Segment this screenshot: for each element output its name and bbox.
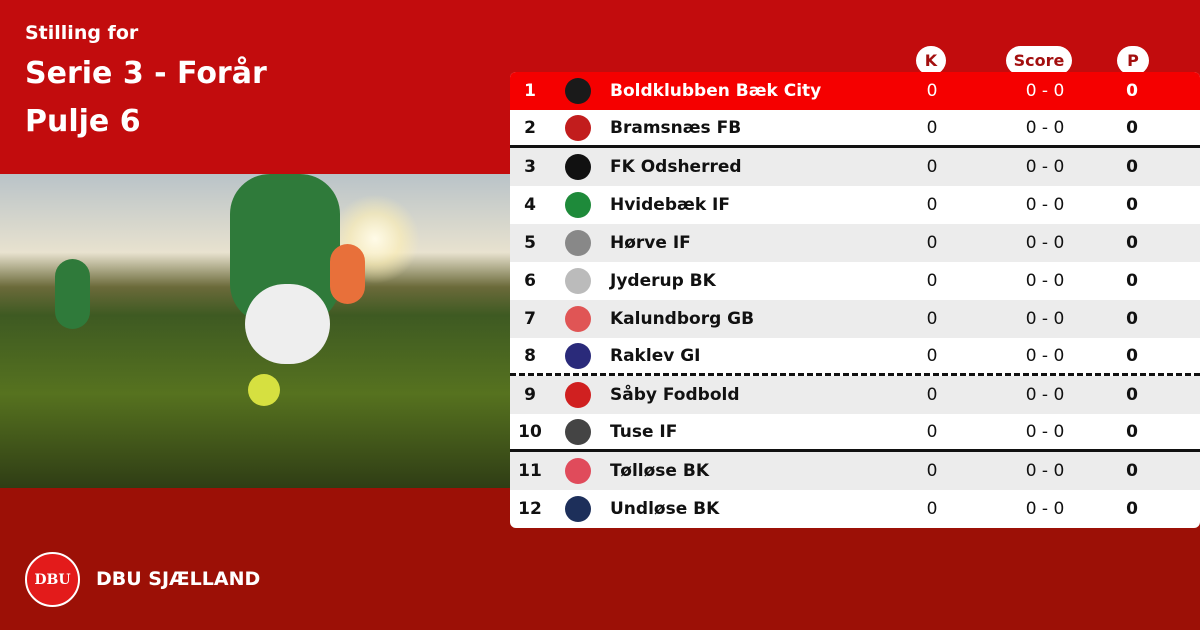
score: 0 - 0 xyxy=(1025,233,1065,253)
column-header-p: P xyxy=(1117,46,1149,75)
table-row[interactable]: 10 Tuse IF 0 0 - 0 0 xyxy=(510,414,1200,452)
team-name[interactable]: Hørve IF xyxy=(610,233,691,253)
points: 0 xyxy=(1126,271,1138,291)
team-name[interactable]: Undløse BK xyxy=(610,499,720,519)
table-row[interactable]: 12 Undløse BK 0 0 - 0 0 xyxy=(510,490,1200,528)
points: 0 xyxy=(1126,499,1138,519)
team-name[interactable]: Kalundborg GB xyxy=(610,309,755,329)
matches-played: 0 xyxy=(926,157,938,177)
football xyxy=(248,374,280,406)
matches-played: 0 xyxy=(926,81,938,101)
score: 0 - 0 xyxy=(1025,157,1065,177)
team-name[interactable]: FK Odsherred xyxy=(610,157,742,177)
table-row[interactable]: 3 FK Odsherred 0 0 - 0 0 xyxy=(510,148,1200,186)
matches-played: 0 xyxy=(926,195,938,215)
position: 1 xyxy=(524,81,536,101)
score: 0 - 0 xyxy=(1025,309,1065,329)
table-row[interactable]: 8 Raklev GI 0 0 - 0 0 xyxy=(510,338,1200,376)
dbu-logo-text: DBU xyxy=(34,571,71,588)
points: 0 xyxy=(1126,195,1138,215)
position: 7 xyxy=(524,309,536,329)
team-name[interactable]: Raklev GI xyxy=(610,345,701,366)
team-logo-icon xyxy=(565,192,591,218)
column-header-k: K xyxy=(916,46,946,75)
matches-played: 0 xyxy=(926,345,938,366)
pool-title: Pulje 6 xyxy=(25,104,141,139)
team-logo-icon xyxy=(565,230,591,256)
matches-played: 0 xyxy=(926,117,938,138)
position: 9 xyxy=(524,385,536,405)
position: 8 xyxy=(524,345,536,366)
points: 0 xyxy=(1126,309,1138,329)
dbu-logo: DBU xyxy=(25,552,80,607)
score: 0 - 0 xyxy=(1025,421,1065,442)
points: 0 xyxy=(1126,385,1138,405)
position: 2 xyxy=(524,117,536,138)
matches-played: 0 xyxy=(926,499,938,519)
score: 0 - 0 xyxy=(1025,499,1065,519)
player-shorts xyxy=(245,284,330,364)
matches-played: 0 xyxy=(926,309,938,329)
team-logo-icon xyxy=(565,154,591,180)
position: 10 xyxy=(518,421,542,442)
points: 0 xyxy=(1126,461,1138,481)
position: 6 xyxy=(524,271,536,291)
team-name[interactable]: Jyderup BK xyxy=(610,271,716,291)
matches-played: 0 xyxy=(926,461,938,481)
team-logo-icon xyxy=(565,418,591,445)
team-name[interactable]: Boldklubben Bæk City xyxy=(610,81,822,101)
position: 3 xyxy=(524,157,536,177)
team-logo-icon xyxy=(565,114,591,141)
team-logo-icon xyxy=(565,342,591,369)
team-logo-icon xyxy=(565,78,591,104)
team-logo-icon xyxy=(565,382,591,408)
points: 0 xyxy=(1126,233,1138,253)
table-row[interactable]: 4 Hvidebæk IF 0 0 - 0 0 xyxy=(510,186,1200,224)
score: 0 - 0 xyxy=(1025,385,1065,405)
page-title: Serie 3 - Forår xyxy=(25,56,267,91)
subtitle: Stilling for xyxy=(25,22,139,44)
team-name[interactable]: Såby Fodbold xyxy=(610,385,740,405)
team-name[interactable]: Hvidebæk IF xyxy=(610,195,730,215)
points: 0 xyxy=(1126,345,1138,366)
position: 5 xyxy=(524,233,536,253)
team-logo-icon xyxy=(565,306,591,332)
points: 0 xyxy=(1126,421,1138,442)
table-row[interactable]: 7 Kalundborg GB 0 0 - 0 0 xyxy=(510,300,1200,338)
table-row[interactable]: 6 Jyderup BK 0 0 - 0 0 xyxy=(510,262,1200,300)
table-row[interactable]: 2 Bramsnæs FB 0 0 - 0 0 xyxy=(510,110,1200,148)
points: 0 xyxy=(1126,81,1138,101)
score: 0 - 0 xyxy=(1025,117,1065,138)
team-logo-icon xyxy=(565,268,591,294)
matches-played: 0 xyxy=(926,385,938,405)
table-row[interactable]: 9 Såby Fodbold 0 0 - 0 0 xyxy=(510,376,1200,414)
score: 0 - 0 xyxy=(1025,345,1065,366)
position: 12 xyxy=(518,499,542,519)
column-header-score: Score xyxy=(1006,46,1072,75)
team-name[interactable]: Bramsnæs FB xyxy=(610,117,742,138)
points: 0 xyxy=(1126,117,1138,138)
player-figure xyxy=(330,244,365,304)
team-name[interactable]: Tuse IF xyxy=(610,421,678,442)
team-logo-icon xyxy=(565,496,591,522)
position: 4 xyxy=(524,195,536,215)
football-photo xyxy=(0,174,510,488)
score: 0 - 0 xyxy=(1025,81,1065,101)
points: 0 xyxy=(1126,157,1138,177)
table-row[interactable]: 11 Tølløse BK 0 0 - 0 0 xyxy=(510,452,1200,490)
table-row[interactable]: 5 Hørve IF 0 0 - 0 0 xyxy=(510,224,1200,262)
score: 0 - 0 xyxy=(1025,461,1065,481)
score: 0 - 0 xyxy=(1025,195,1065,215)
player-figure xyxy=(55,259,90,329)
team-name[interactable]: Tølløse BK xyxy=(610,461,709,481)
team-logo-icon xyxy=(565,458,591,484)
matches-played: 0 xyxy=(926,421,938,442)
position: 11 xyxy=(518,461,542,481)
matches-played: 0 xyxy=(926,271,938,291)
table-row[interactable]: 1 Boldklubben Bæk City 0 0 - 0 0 xyxy=(510,72,1200,110)
brand-name: DBU SJÆLLAND xyxy=(96,568,261,590)
score: 0 - 0 xyxy=(1025,271,1065,291)
matches-played: 0 xyxy=(926,233,938,253)
